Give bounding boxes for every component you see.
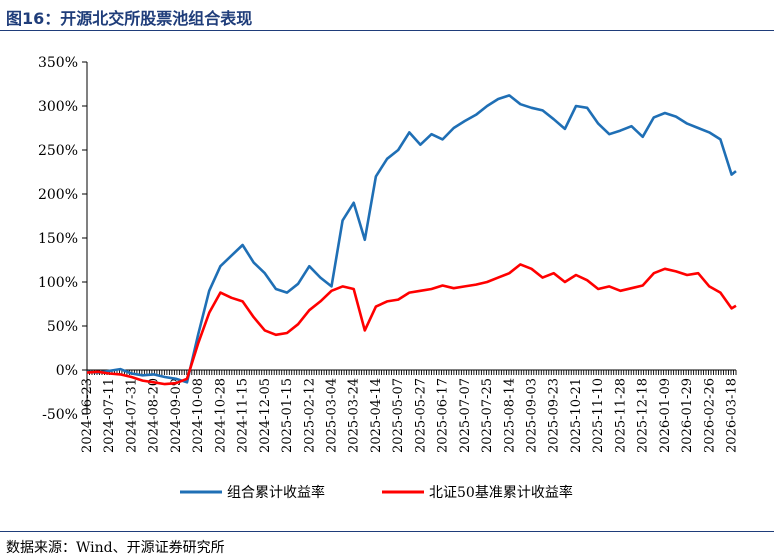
y-tick-label: 50% [47,319,78,335]
x-tick-label: 2025-08-14 [502,378,517,453]
x-tick-label: 2026-02-26 [702,378,717,453]
x-tick-label: 2025-12-18 [636,378,651,453]
x-tick-label: 2024-10-08 [191,378,206,453]
x-tick-label: 2025-01-15 [280,378,295,453]
x-tick-label: 2025-11-10 [591,378,606,453]
chart-axes [86,62,737,414]
x-axis-dense-ticks [86,370,737,375]
y-tick-label: 350% [38,55,78,71]
x-axis-ticks: 2024-06-23 2024-07-11 2024-07-31 2024-08-20… [80,378,740,453]
x-tick-label: 2025-05-27 [413,378,428,453]
portfolio-line [86,94,737,384]
x-tick-label: 2025-09-03 [525,378,540,453]
x-tick-label: 2025-11-28 [613,378,628,453]
x-tick-label: 2025-04-14 [369,378,384,453]
x-tick-label: 2025-03-24 [347,378,362,453]
figure-title: 图16：开源北交所股票池组合表现 [6,9,253,28]
y-tick-label: 250% [38,143,78,159]
legend: 组合累计收益率 北证50基准累计收益率 [180,484,573,501]
title-rule [0,30,774,31]
y-tick-label: 100% [38,275,78,291]
x-tick-label: 2024-11-15 [236,378,251,453]
x-tick-label: 2025-06-17 [436,378,451,453]
x-tick-label: 2026-01-29 [680,378,695,453]
line-chart: -50% 0% 50% 100% 150% 200% 250% 300% 350% 2024-0… [38,55,740,501]
x-tick-label: 2024-10-28 [213,378,228,453]
legend-label-benchmark: 北证50基准累计收益率 [429,484,573,501]
y-tick-label: 200% [38,187,78,203]
series-lines [86,94,737,386]
source-rule [0,531,774,532]
x-tick-label: 2024-06-23 [80,378,95,453]
y-tick-label: 0% [56,363,78,379]
x-tick-label: 2024-07-11 [102,378,117,453]
x-tick-label: 2025-09-23 [547,378,562,453]
y-tick-label: 150% [38,231,78,247]
x-tick-label: 2024-08-20 [147,378,162,453]
x-tick-label: 2024-12-05 [258,378,273,453]
benchmark-line [86,263,737,386]
source-note: 数据来源：Wind、开源证券研究所 [6,540,225,556]
x-tick-label: 2024-07-31 [124,378,139,453]
x-tick-label: 2025-10-21 [569,378,584,453]
x-tick-label: 2025-07-25 [480,378,495,453]
x-tick-label: 2026-01-09 [658,378,673,453]
x-tick-label: 2025-05-07 [391,378,406,453]
y-tick-label: -50% [42,407,78,423]
x-tick-label: 2025-07-07 [458,378,473,453]
y-axis-ticks: -50% 0% 50% 100% 150% 200% 250% 300% 350% [38,55,87,423]
x-tick-label: 2026-03-18 [725,378,740,453]
x-tick-label: 2025-02-12 [302,378,317,453]
x-tick-label: 2024-09-09 [169,378,184,453]
x-tick-label: 2025-03-04 [324,378,339,453]
y-tick-label: 300% [38,99,78,115]
legend-label-portfolio: 组合累计收益率 [227,484,325,501]
